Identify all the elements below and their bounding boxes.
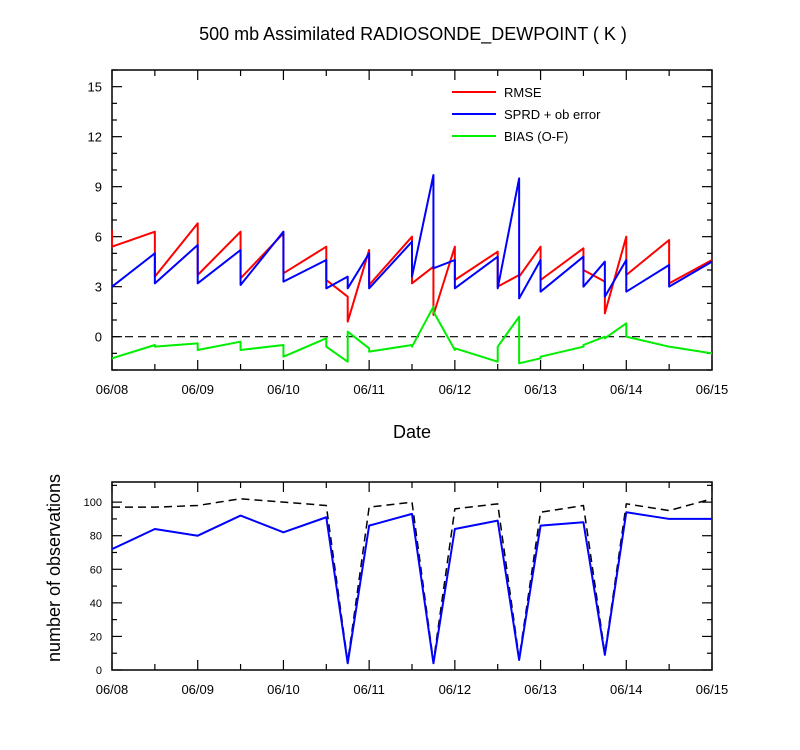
chart-title: 500 mb Assimilated RADIOSONDE_DEWPOINT (… (199, 24, 627, 45)
x-tick-label: 06/12 (439, 682, 472, 697)
legend-label: RMSE (504, 85, 542, 100)
y-tick-label: 0 (96, 665, 102, 677)
top-plot-frame (111, 69, 713, 371)
x-tick-label: 06/15 (696, 682, 729, 697)
bottom-y-tick-labels: 0 20 40 60 80 100 (84, 497, 102, 677)
x-axis-label: Date (393, 422, 431, 442)
x-tick-label: 06/13 (524, 382, 557, 397)
series-line-sprd-ob-error (111, 174, 713, 300)
x-tick-label: 06/09 (181, 682, 214, 697)
x-tick-label: 06/09 (181, 382, 214, 397)
x-tick-label: 06/15 (696, 382, 729, 397)
y-tick-label: 6 (95, 230, 102, 245)
x-tick-label: 06/10 (267, 382, 300, 397)
y-tick-label: 60 (90, 564, 102, 576)
y-tick-label: 9 (95, 180, 102, 195)
top-x-tick-labels: 06/08 06/09 06/10 06/11 06/12 06/13 06/14 06/15 (96, 382, 729, 397)
y-tick-label: 40 (90, 598, 102, 610)
x-tick-label: 06/08 (96, 682, 129, 697)
x-tick-label: 06/14 (610, 682, 643, 697)
y-tick-label: 0 (95, 330, 102, 345)
bottom-series (111, 498, 713, 665)
top-ticks (111, 69, 713, 371)
series-line-bias-o-f (111, 305, 713, 365)
x-tick-label: 06/12 (439, 382, 472, 397)
legend-label: BIAS (O-F) (504, 129, 568, 144)
bottom-ticks (111, 482, 713, 671)
y-tick-label: 12 (88, 130, 102, 145)
legend-label: SPRD + ob error (504, 107, 601, 122)
y-axis-label: number of observations (44, 474, 64, 662)
series-line-possible-observations (112, 498, 713, 663)
x-tick-label: 06/11 (353, 382, 385, 397)
top-y-tick-labels: 0 3 6 9 12 15 (88, 80, 102, 345)
bottom-x-tick-labels: 06/08 06/09 06/10 06/11 06/12 06/13 06/14 06/15 (96, 682, 729, 697)
x-tick-label: 06/11 (353, 682, 385, 697)
x-tick-label: 06/08 (96, 382, 129, 397)
legend: RMSE SPRD + ob error BIAS (O-F) (452, 85, 601, 144)
top-series (111, 174, 713, 365)
y-tick-label: 80 (90, 531, 102, 543)
x-tick-label: 06/14 (610, 382, 643, 397)
y-tick-label: 20 (90, 631, 102, 643)
top-chart: 500 mb Assimilated RADIOSONDE_DEWPOINT (… (88, 24, 729, 442)
series-line-assimilated-observations (111, 511, 712, 665)
y-tick-label: 100 (84, 497, 102, 509)
x-tick-label: 06/13 (524, 682, 557, 697)
bottom-chart: 06/08 06/09 06/10 06/11 06/12 06/13 06/14 06/15… (44, 474, 728, 697)
y-tick-label: 3 (95, 280, 102, 295)
x-tick-label: 06/10 (267, 682, 300, 697)
bottom-plot-frame (111, 481, 713, 671)
y-tick-label: 15 (88, 80, 102, 95)
